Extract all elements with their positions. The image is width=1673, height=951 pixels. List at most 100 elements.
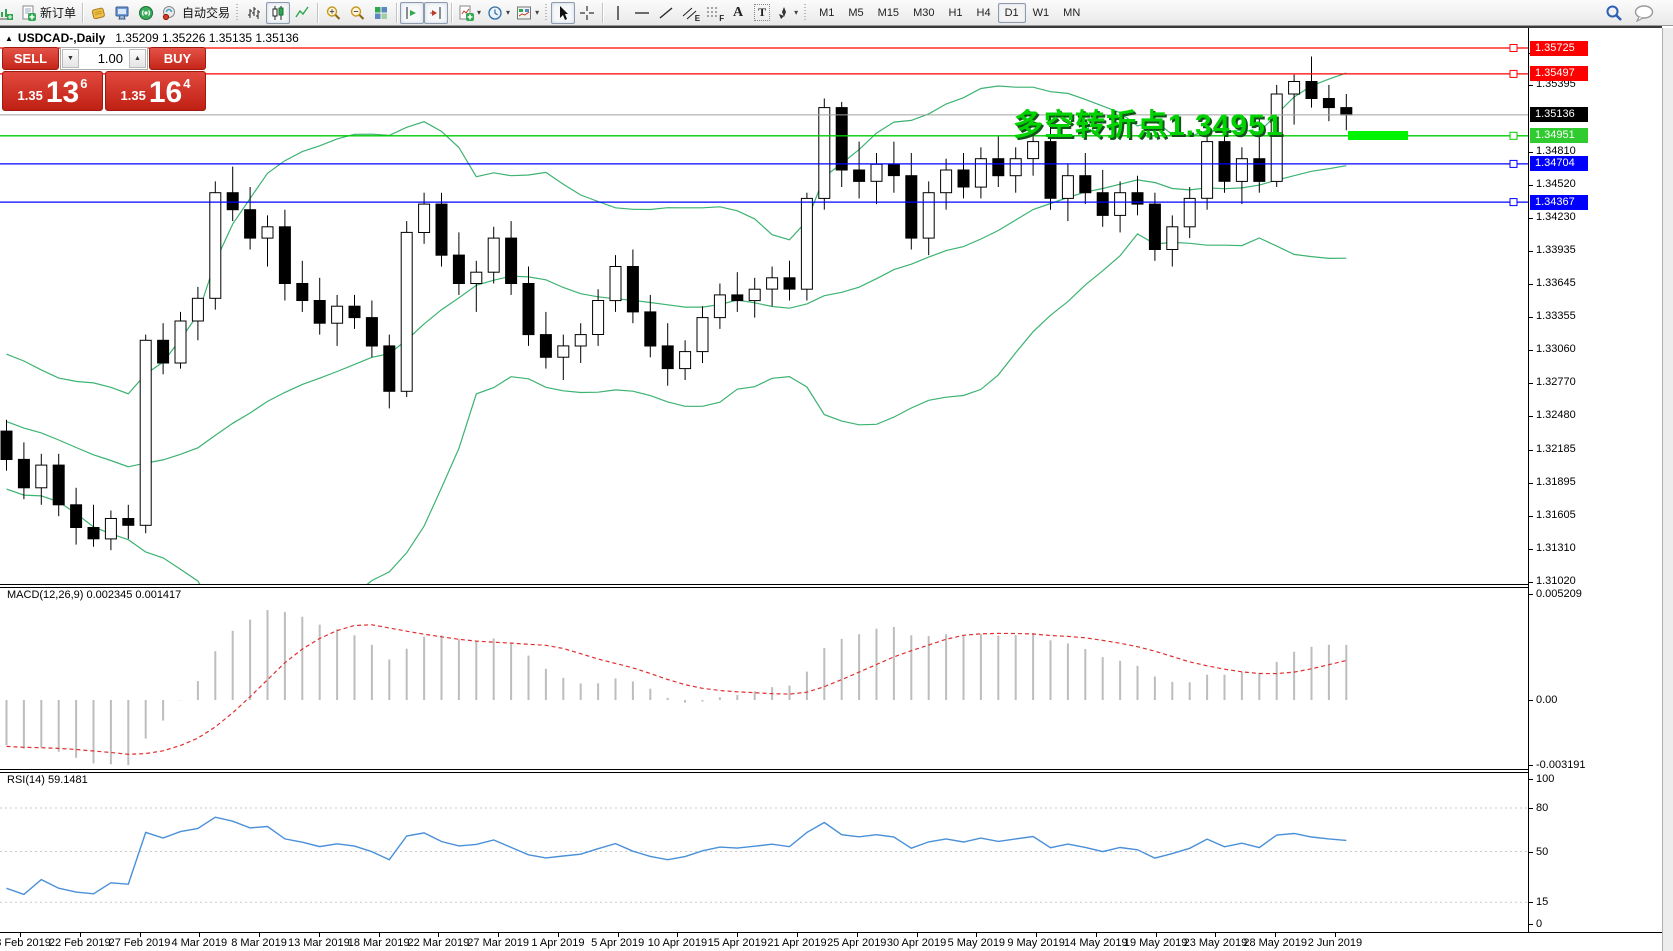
date-label: 15 Apr 2019 xyxy=(707,937,767,949)
toolbar-separator xyxy=(451,2,453,23)
volume-decrease-button[interactable]: ▼ xyxy=(62,49,79,68)
macd-pane-separator[interactable] xyxy=(0,584,1662,588)
tf-button-m1[interactable]: M1 xyxy=(819,6,835,19)
level-price-badge: 1.34704 xyxy=(1530,156,1588,172)
date-label: 9 May 2019 xyxy=(1007,937,1065,949)
autotrading-button[interactable]: 自动交易 xyxy=(158,2,233,24)
date-label: 25 Apr 2019 xyxy=(827,937,887,949)
new-order-button[interactable]: 新订单 xyxy=(17,2,79,24)
volume-stepper: ▼ 1.00 ▲ xyxy=(60,47,148,70)
tf-button-m15[interactable]: M15 xyxy=(877,6,900,19)
fibonacci-tool-button[interactable]: F xyxy=(702,2,726,24)
date-label: 2 Jun 2019 xyxy=(1307,937,1363,949)
buy-price-main: 16 xyxy=(148,76,183,109)
macd-label: MACD(12,26,9) 0.002345 0.001417 xyxy=(7,589,182,601)
collapse-icon[interactable]: ▲ xyxy=(5,34,13,43)
date-label: 18 Mar 2019 xyxy=(347,937,410,949)
templates-icon xyxy=(517,6,532,19)
timeframe-group: M1 M5 M15 M30 H1 H4 D1 W1 MN xyxy=(812,2,1087,23)
line-chart-button[interactable] xyxy=(290,2,314,24)
text-label-icon: T xyxy=(754,4,771,21)
macd-axis-label: 0.005209 xyxy=(1536,587,1582,600)
new-chart-icon xyxy=(0,8,13,20)
date-label: 23 May 2019 xyxy=(1183,937,1248,949)
zoom-in-icon xyxy=(326,5,340,20)
axis-tick-mark xyxy=(1529,808,1533,809)
sell-button[interactable]: SELL xyxy=(2,47,59,70)
date-tick-mark xyxy=(737,933,739,937)
date-tick-mark xyxy=(976,933,978,937)
axis-tick-mark xyxy=(1529,902,1533,904)
chart-symbol: USDCAD-,Daily xyxy=(17,31,106,45)
arrows-tool-button[interactable]: ▾ xyxy=(774,2,801,24)
templates-button[interactable]: ▾ xyxy=(513,2,542,24)
axis-tick-mark xyxy=(1529,515,1533,517)
bar-chart-button[interactable] xyxy=(242,2,266,24)
rsi-pane-separator[interactable] xyxy=(0,769,1662,773)
tf-button-w1[interactable]: W1 xyxy=(1032,6,1050,19)
date-tick-mark xyxy=(797,933,798,937)
volume-input[interactable]: 1.00 xyxy=(97,51,123,66)
search-icon[interactable] xyxy=(1605,4,1623,22)
sell-price-button[interactable]: 1.35 13 6 xyxy=(2,71,103,111)
rsi-label: RSI(14) 59.1481 xyxy=(7,774,88,786)
crosshair-tool-button[interactable] xyxy=(575,2,599,24)
sell-price-main: 13 xyxy=(45,76,80,109)
tf-button-mn[interactable]: MN xyxy=(1063,6,1081,19)
tile-windows-button[interactable] xyxy=(369,2,393,24)
market-watch-button[interactable] xyxy=(110,2,134,24)
tf-button-m30[interactable]: M30 xyxy=(913,6,935,19)
date-label: 10 Apr 2019 xyxy=(647,937,708,949)
date-tick-mark xyxy=(20,933,21,937)
date-tick-mark xyxy=(1095,933,1097,937)
price-tick-label: 1.34230 xyxy=(1536,210,1576,223)
equidistant-channel-tool-button[interactable]: E xyxy=(678,2,702,24)
horizontal-line-icon xyxy=(635,11,650,14)
price-axis[interactable]: 1.356851.353951.348101.345201.342301.339… xyxy=(1528,28,1662,932)
volume-increase-button[interactable]: ▲ xyxy=(129,49,146,68)
cursor-tool-button[interactable] xyxy=(551,1,576,24)
price-chart[interactable] xyxy=(0,28,1528,932)
text-tool-icon: A xyxy=(733,4,744,20)
macd-axis-label: -0.003191 xyxy=(1536,758,1586,771)
new-chart-button[interactable] xyxy=(0,2,17,24)
signal-button[interactable] xyxy=(134,2,158,24)
trendline-icon xyxy=(659,7,673,18)
fibonacci-letter: F xyxy=(719,13,725,23)
periods-button[interactable]: ▾ xyxy=(484,2,513,24)
buy-button[interactable]: BUY xyxy=(149,47,206,70)
tf-button-d1[interactable]: D1 xyxy=(997,2,1026,23)
horizontal-line-tool-button[interactable] xyxy=(630,2,654,24)
date-label: 4 Mar 2019 xyxy=(171,937,228,949)
text-label-tool-button[interactable]: T xyxy=(750,2,774,24)
price-tick-label: 1.32480 xyxy=(1536,409,1576,422)
tf-button-m5[interactable]: M5 xyxy=(848,6,864,19)
zoom-out-button[interactable] xyxy=(345,2,369,24)
auto-scroll-button[interactable] xyxy=(400,1,425,24)
buy-price-button[interactable]: 1.35 16 4 xyxy=(105,71,206,111)
dropdown-caret: ▾ xyxy=(506,8,511,17)
rsi-axis-label: 0 xyxy=(1536,918,1543,930)
axis-tick-mark xyxy=(1529,851,1533,853)
level-price-badge: 1.35725 xyxy=(1530,40,1588,56)
vertical-line-tool-button[interactable] xyxy=(606,2,630,24)
axis-tick-mark xyxy=(1529,85,1533,87)
chat-icon[interactable] xyxy=(1633,4,1655,22)
profiles-button[interactable] xyxy=(86,2,110,24)
text-tool-button[interactable]: A xyxy=(726,2,750,24)
indicators-button[interactable]: ▾ xyxy=(455,2,484,24)
trendline-tool-button[interactable] xyxy=(654,2,678,24)
chart-shift-button[interactable] xyxy=(424,1,449,24)
profiles-icon xyxy=(91,7,105,19)
tf-button-h4[interactable]: H4 xyxy=(976,6,991,19)
toolbar-separator xyxy=(82,2,84,23)
indicators-icon xyxy=(459,5,475,21)
tf-button-h1[interactable]: H1 xyxy=(948,6,963,19)
price-tick-label: 1.31895 xyxy=(1536,475,1576,488)
rsi-axis-label: 100 xyxy=(1536,773,1555,785)
zoom-in-button[interactable] xyxy=(321,2,345,24)
candlestick-chart-button[interactable] xyxy=(266,1,291,24)
candlestick-chart-icon xyxy=(272,5,284,20)
axis-tick-mark xyxy=(1529,593,1533,595)
